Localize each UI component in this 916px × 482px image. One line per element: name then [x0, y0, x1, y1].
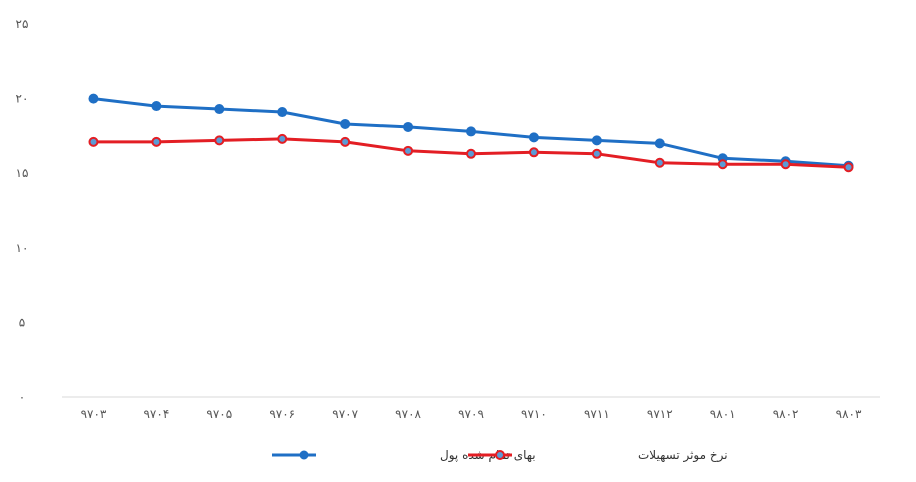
series-layer — [88, 93, 854, 173]
legend-entry-2: نرخ موثر تسهیلات — [468, 448, 728, 463]
data-point — [654, 138, 665, 149]
data-point — [340, 136, 351, 147]
y-tick-label: ۰ — [19, 390, 25, 404]
x-tick-label: ۹۷۰۶ — [269, 407, 295, 421]
data-point — [654, 157, 665, 168]
data-point — [403, 121, 414, 132]
data-point — [151, 101, 162, 112]
data-point — [214, 135, 225, 146]
x-tick-label: ۹۷۱۲ — [647, 407, 673, 421]
legend-label: نرخ موثر تسهیلات — [638, 448, 728, 463]
y-tick-label: ۲۵ — [16, 17, 29, 31]
x-tick-label: ۹۷۰۳ — [81, 407, 107, 421]
x-tick-label: ۹۷۱۰ — [521, 407, 547, 421]
data-point — [88, 93, 99, 104]
data-point — [528, 132, 539, 143]
x-tick-label: ۹۷۰۵ — [206, 407, 232, 421]
data-point — [466, 126, 476, 137]
y-tick-label: ۱۵ — [16, 166, 29, 180]
data-point — [466, 148, 476, 159]
y-tick-label: ۵ — [19, 315, 25, 329]
data-point — [780, 159, 791, 170]
legend-marker — [495, 450, 505, 460]
data-point — [843, 162, 854, 173]
data-point — [88, 136, 99, 147]
data-point — [591, 148, 602, 159]
x-tick-label: ۹۸۰۱ — [710, 407, 736, 421]
data-point — [151, 136, 162, 147]
data-point — [277, 133, 288, 144]
data-point — [403, 145, 414, 156]
series-2 — [88, 133, 854, 173]
data-point — [277, 107, 288, 118]
y-tick-label: ۲۰ — [16, 92, 29, 106]
legend: بهای تمام شده پول نرخ موثر تسهیلات — [272, 448, 728, 463]
x-tick-label: ۹۷۰۷ — [332, 407, 358, 421]
y-axis: ۰ ۵ ۱۰ ۱۵ ۲۰ ۲۵ — [16, 17, 29, 404]
y-tick-label: ۱۰ — [16, 241, 29, 255]
x-tick-label: ۹۸۰۳ — [836, 407, 862, 421]
legend-marker — [299, 450, 309, 460]
data-point — [528, 147, 539, 158]
data-point — [591, 135, 602, 146]
x-tick-label: ۹۷۰۴ — [143, 407, 169, 421]
series-1 — [88, 93, 854, 171]
x-axis: ۹۷۰۳ ۹۷۰۴ ۹۷۰۵ ۹۷۰۶ ۹۷۰۷ ۹۷۰۸ ۹۷۰۹ ۹۷۱۰ ۹۷۱۱ ۹۷۱۲… — [81, 407, 862, 421]
data-point — [340, 118, 351, 129]
x-tick-label: ۹۷۰۹ — [458, 407, 484, 421]
data-point — [717, 159, 728, 170]
x-tick-label: ۹۷۱۱ — [584, 407, 610, 421]
x-tick-label: ۹۷۰۸ — [395, 407, 421, 421]
data-point — [214, 104, 225, 115]
x-tick-label: ۹۸۰۲ — [773, 407, 799, 421]
